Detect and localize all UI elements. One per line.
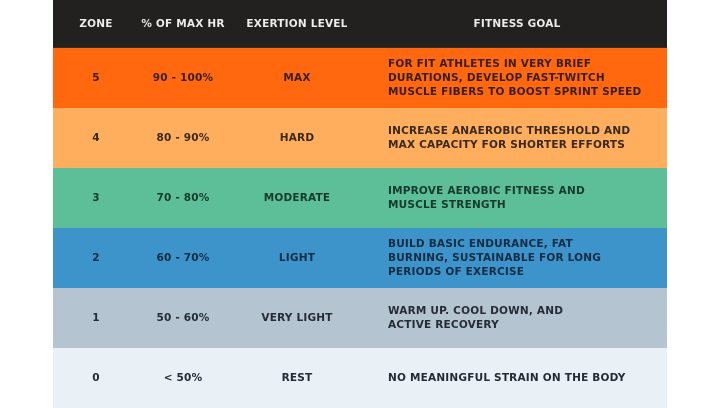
max-hr-cell: < 50% — [163, 372, 203, 384]
goal-line: INCREASE ANAEROBIC THRESHOLD AND — [388, 125, 631, 137]
max-hr-cell: 50 - 60% — [156, 312, 210, 324]
goal-line: DURATIONS, DEVELOP FAST-TWITCH — [388, 72, 605, 84]
zone-cell: 5 — [92, 72, 100, 84]
goal-line: MUSCLE STRENGTH — [388, 199, 506, 211]
table-row: 4 80 - 90% HARD INCREASE ANAEROBIC THRES… — [53, 108, 667, 168]
table-row: 1 50 - 60% VERY LIGHT WARM UP. COOL DOWN… — [53, 288, 667, 348]
exertion-cell: VERY LIGHT — [261, 312, 333, 324]
table-row: 3 70 - 80% MODERATE IMPROVE AEROBIC FITN… — [53, 168, 667, 228]
goal-line: ACTIVE RECOVERY — [388, 319, 499, 331]
max-hr-cell: 70 - 80% — [156, 192, 210, 204]
goal-cell: NO MEANINGFUL STRAIN ON THE BODY — [367, 371, 667, 385]
exertion-cell: MODERATE — [263, 192, 331, 204]
goal-line: FOR FIT ATHLETES IN VERY BRIEF — [388, 58, 592, 70]
header-zone: ZONE — [79, 17, 113, 30]
exertion-cell: MAX — [283, 72, 311, 84]
goal-line: PERIODS OF EXERCISE — [388, 266, 525, 278]
table-row: 2 60 - 70% LIGHT BUILD BASIC ENDURANCE, … — [53, 228, 667, 288]
goal-cell: WARM UP. COOL DOWN, AND ACTIVE RECOVERY — [367, 304, 667, 332]
goal-line: BUILD BASIC ENDURANCE, FAT — [388, 238, 573, 250]
max-hr-cell: 60 - 70% — [156, 252, 210, 264]
max-hr-cell: 90 - 100% — [152, 72, 214, 84]
table-row: 0 < 50% REST NO MEANINGFUL STRAIN ON THE… — [53, 348, 667, 408]
exertion-cell: REST — [281, 372, 313, 384]
table-row: 5 90 - 100% MAX FOR FIT ATHLETES IN VERY… — [53, 48, 667, 108]
zone-cell: 2 — [92, 252, 100, 264]
header-exertion: EXERTION LEVEL — [246, 17, 348, 30]
goal-cell: FOR FIT ATHLETES IN VERY BRIEF DURATIONS,… — [367, 57, 667, 99]
zone-cell: 4 — [92, 132, 100, 144]
goal-line: IMPROVE AEROBIC FITNESS AND — [388, 185, 585, 197]
goal-cell: INCREASE ANAEROBIC THRESHOLD AND MAX CAPA… — [367, 124, 667, 152]
max-hr-cell: 80 - 90% — [156, 132, 210, 144]
goal-cell: BUILD BASIC ENDURANCE, FAT BURNING, SUSTA… — [367, 237, 667, 279]
heart-rate-zone-table: ZONE % OF MAX HR EXERTION LEVEL FITNESS … — [53, 0, 667, 408]
zone-cell: 3 — [92, 192, 100, 204]
goal-line: BURNING, SUSTAINABLE FOR LONG — [388, 252, 602, 264]
header-max-hr: % OF MAX HR — [141, 17, 225, 30]
goal-cell: IMPROVE AEROBIC FITNESS AND MUSCLE STRENG… — [367, 184, 667, 212]
zone-cell: 0 — [92, 372, 100, 384]
exertion-cell: LIGHT — [278, 252, 316, 264]
zone-cell: 1 — [92, 312, 100, 324]
table-header: ZONE % OF MAX HR EXERTION LEVEL FITNESS … — [53, 0, 667, 48]
goal-line: NO MEANINGFUL STRAIN ON THE BODY — [388, 372, 626, 384]
exertion-cell: HARD — [279, 132, 315, 144]
header-goal: FITNESS GOAL — [473, 17, 561, 30]
goal-line: MAX CAPACITY FOR SHORTER EFFORTS — [388, 139, 626, 151]
goal-line: MUSCLE FIBERS TO BOOST SPRINT SPEED — [388, 86, 642, 98]
goal-line: WARM UP. COOL DOWN, AND — [388, 305, 564, 317]
